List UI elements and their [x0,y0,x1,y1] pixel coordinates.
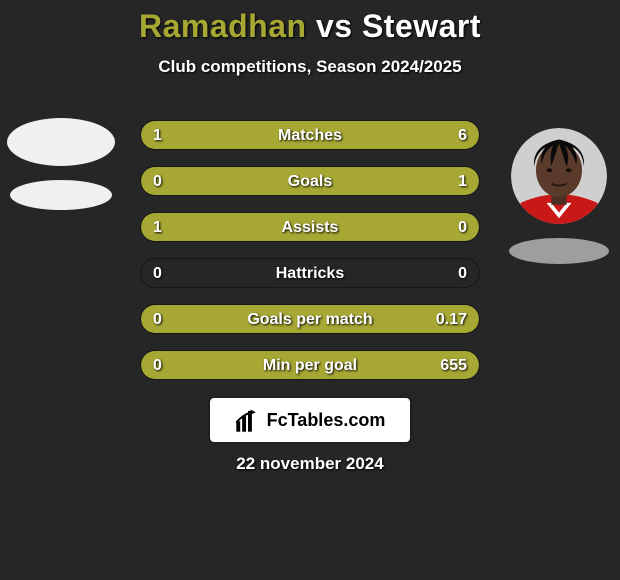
stat-value-left: 1 [153,121,162,151]
player-right-photo-svg [511,128,607,224]
stat-value-left: 0 [153,167,162,197]
player-left-photo-placeholder [7,118,115,166]
brand-link[interactable]: FcTables.com [210,398,410,442]
stat-value-left: 0 [153,351,162,381]
player-right [504,128,614,264]
stat-label: Goals [141,167,479,197]
subtitle: Club competitions, Season 2024/2025 [0,57,620,77]
stat-row: Hattricks0 0 [140,258,480,288]
title-vs: vs [307,8,362,44]
stat-row: Goals per match0 0.17 [140,304,480,334]
stat-value-right: 0 [458,213,467,243]
brand-logo-icon [235,407,261,433]
player-left-shadow [10,180,112,210]
stat-value-right: 6 [458,121,467,151]
stat-value-right: 655 [440,351,467,381]
stat-row: Min per goal0 655 [140,350,480,380]
title-player-left: Ramadhan [139,8,307,44]
title-player-right: Stewart [362,8,481,44]
stat-value-right: 0.17 [436,305,467,335]
player-left [6,108,116,210]
stats-list: Matches16Goals01Assists10Hattricks00Goal… [140,120,480,396]
player-right-shadow [509,238,609,264]
page-title: Ramadhan vs Stewart [0,8,620,45]
stat-value-right: 1 [458,167,467,197]
stat-value-left: 0 [153,305,162,335]
stat-label: Assists [141,213,479,243]
brand-wrap: FcTables.com [0,398,620,442]
stat-label: Hattricks [141,259,479,289]
stat-value-left: 1 [153,213,162,243]
stat-label: Goals per match [141,305,479,335]
snapshot-date: 22 november 2024 [0,454,620,474]
player-right-photo [511,128,607,224]
stat-row: Assists1 0 [140,212,480,242]
stat-label: Matches [141,121,479,151]
stat-row: Goals0 1 [140,166,480,196]
stat-value-left: 0 [153,259,162,289]
stat-row: Matches1 6 [140,120,480,150]
stat-value-right: 0 [458,259,467,289]
brand-text: FcTables.com [267,410,386,431]
stat-label: Min per goal [141,351,479,381]
